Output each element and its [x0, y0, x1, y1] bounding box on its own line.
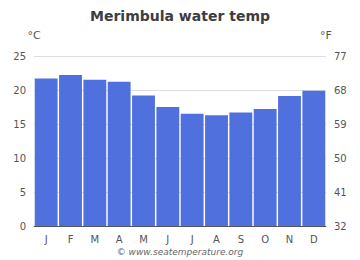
- svg-text:°C: °C: [27, 29, 41, 42]
- svg-text:59: 59: [334, 119, 347, 130]
- svg-text:68: 68: [334, 85, 347, 96]
- svg-text:Merimbula water temp: Merimbula water temp: [90, 8, 270, 24]
- svg-text:50: 50: [334, 153, 347, 164]
- svg-text:°F: °F: [320, 29, 332, 42]
- svg-text:© www.seatemperature.org: © www.seatemperature.org: [117, 247, 244, 257]
- svg-text:10: 10: [13, 153, 26, 164]
- svg-text:J: J: [44, 234, 48, 245]
- svg-text:D: D: [310, 234, 318, 245]
- svg-text:15: 15: [13, 119, 26, 130]
- svg-text:J: J: [190, 234, 194, 245]
- svg-text:32: 32: [334, 221, 347, 232]
- svg-text:J: J: [165, 234, 169, 245]
- svg-text:F: F: [68, 234, 74, 245]
- svg-text:41: 41: [334, 187, 347, 198]
- svg-text:S: S: [238, 234, 244, 245]
- svg-text:25: 25: [13, 51, 26, 62]
- svg-text:0: 0: [20, 221, 26, 232]
- svg-text:5: 5: [20, 187, 26, 198]
- svg-text:A: A: [213, 234, 220, 245]
- svg-text:O: O: [261, 234, 269, 245]
- svg-text:A: A: [116, 234, 123, 245]
- svg-text:M: M: [139, 234, 148, 245]
- svg-text:M: M: [91, 234, 100, 245]
- svg-text:77: 77: [334, 51, 347, 62]
- svg-text:20: 20: [13, 85, 26, 96]
- svg-text:N: N: [286, 234, 293, 245]
